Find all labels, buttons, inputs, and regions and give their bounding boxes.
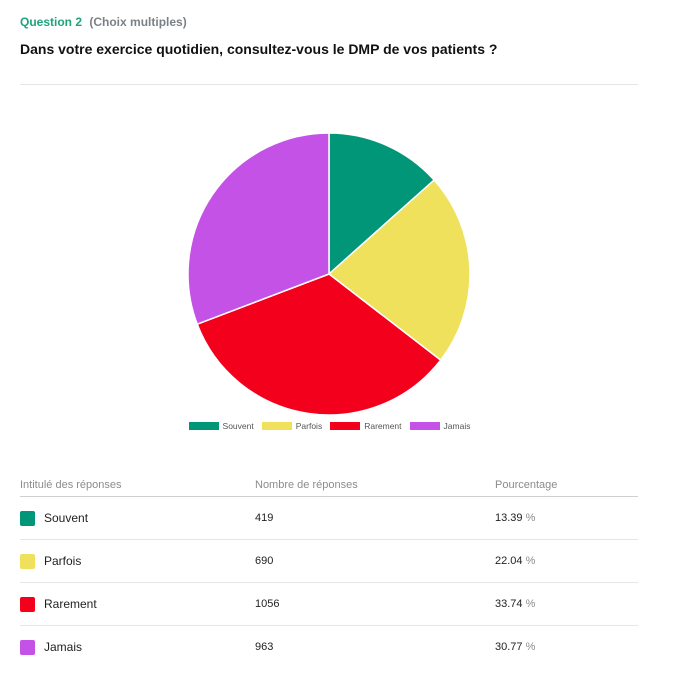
legend-label: Jamais [443, 421, 471, 431]
legend-label: Parfois [295, 421, 323, 431]
chart-legend: Souvent Parfois Rarement Jamais [0, 421, 659, 431]
row-percent: 33.74 % [495, 598, 536, 610]
pie-slice-rarement[interactable] [196, 273, 442, 416]
pie-slice-souvent[interactable] [328, 132, 436, 276]
row-count: 690 [255, 555, 274, 567]
row-percent: 13.39 % [495, 512, 536, 524]
row-count: 419 [255, 512, 274, 524]
color-swatch [20, 639, 35, 655]
pie-slice-parfois[interactable] [327, 179, 471, 362]
pie-slice-jamais[interactable] [187, 132, 330, 326]
row-count: 963 [255, 641, 274, 653]
table-header: Intitulé des réponses Nombre de réponses… [20, 479, 638, 497]
legend-item-souvent[interactable]: Souvent [188, 421, 254, 431]
question-type: (Choix multiples) [89, 15, 187, 29]
legend-label: Rarement [364, 421, 402, 431]
row-label: Rarement [44, 597, 97, 611]
legend-swatch [261, 422, 292, 430]
pie-chart [187, 132, 471, 416]
header-count: Nombre de réponses [255, 479, 358, 491]
legend-swatch [330, 422, 361, 430]
row-label: Jamais [44, 640, 83, 654]
results-table: Intitulé des réponses Nombre de réponses… [20, 479, 638, 668]
row-count: 1056 [255, 598, 280, 610]
header-percent: Pourcentage [495, 479, 558, 491]
legend-item-parfois[interactable]: Parfois [261, 421, 323, 431]
legend-item-rarement[interactable]: Rarement [330, 421, 402, 431]
color-swatch [20, 510, 35, 526]
question-header: Question 2 (Choix multiples) [20, 15, 187, 29]
row-label: Parfois [44, 554, 82, 568]
legend-label: Souvent [222, 421, 254, 431]
legend-item-jamais[interactable]: Jamais [409, 421, 471, 431]
row-percent: 22.04 % [495, 555, 536, 567]
table-row: Rarement 1056 33.74 % [20, 583, 638, 626]
table-row: Souvent 419 13.39 % [20, 497, 638, 540]
legend-swatch [409, 422, 440, 430]
row-label: Souvent [44, 511, 89, 525]
divider [20, 84, 638, 85]
table-row: Jamais 963 30.77 % [20, 626, 638, 668]
legend-swatch [188, 422, 219, 430]
row-percent: 30.77 % [495, 641, 536, 653]
color-swatch [20, 596, 35, 612]
header-label: Intitulé des réponses [20, 479, 122, 491]
question-number: Question 2 [20, 15, 83, 29]
question-title: Dans votre exercice quotidien, consultez… [20, 41, 498, 57]
color-swatch [20, 553, 35, 569]
table-row: Parfois 690 22.04 % [20, 540, 638, 583]
